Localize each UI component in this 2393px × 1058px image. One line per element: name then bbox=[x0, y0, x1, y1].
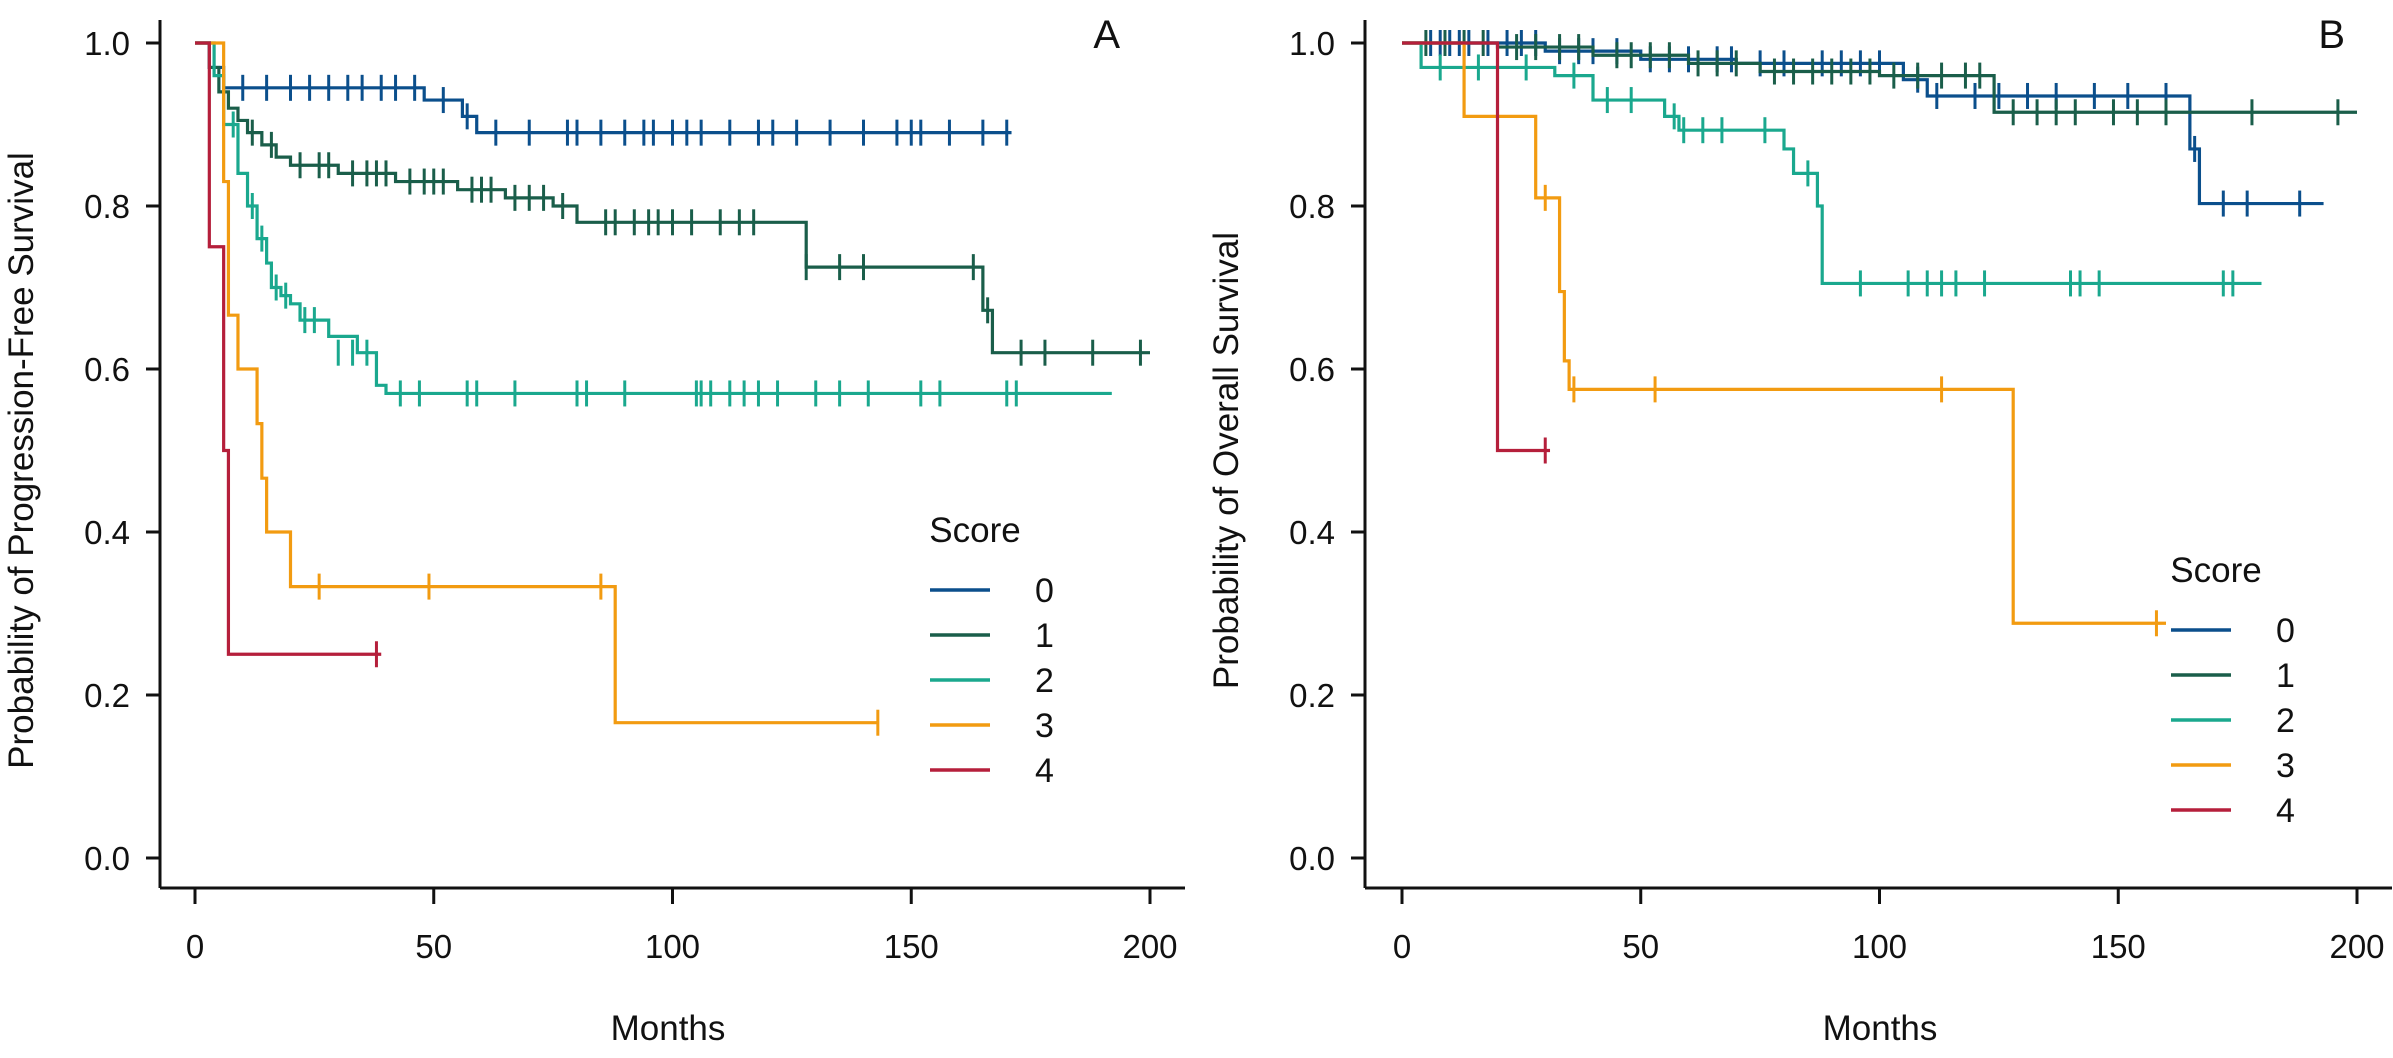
series-score-3 bbox=[195, 41, 880, 736]
x-tick-label: 0 bbox=[186, 928, 204, 965]
y-axis-title: Probability of Progression-Free Survival bbox=[2, 152, 41, 769]
y-tick-label: 0.2 bbox=[84, 677, 130, 714]
y-tick-label: 1.0 bbox=[84, 25, 130, 62]
y-tick-label: 0.6 bbox=[1289, 351, 1335, 388]
legend-label: 2 bbox=[2276, 702, 2295, 740]
survival-curve-score-0 bbox=[195, 41, 1012, 135]
series-score-2 bbox=[195, 41, 1112, 407]
y-tick-label: 0.8 bbox=[84, 188, 130, 225]
legend-label: 1 bbox=[2276, 657, 2295, 695]
panel-A: 0.0 0.2 0.4 0.6 0.8 1.0 0 50 100 150 200 Months Prob… bbox=[2, 13, 1185, 1048]
series-score-3 bbox=[1402, 41, 2166, 637]
legend-label: 0 bbox=[2276, 612, 2295, 650]
y-axis-title: Probability of Overall Survival bbox=[1207, 232, 1246, 689]
y-tick-label: 1.0 bbox=[1289, 25, 1335, 62]
y-tick-label: 0.8 bbox=[1289, 188, 1335, 225]
survival-curve-score-3 bbox=[1402, 41, 2166, 625]
series-score-1 bbox=[195, 41, 1150, 366]
x-tick-label: 100 bbox=[1852, 928, 1907, 965]
survival-curve-score-2 bbox=[1402, 41, 2262, 286]
series-score-4 bbox=[1402, 41, 1551, 464]
x-tick-label: 50 bbox=[415, 928, 452, 965]
panel-B: 0.0 0.2 0.4 0.6 0.8 1.0 0 50 100 150 200 Months Prob… bbox=[1207, 13, 2392, 1048]
x-tick-label: 150 bbox=[2091, 928, 2146, 965]
legend-label: 1 bbox=[1035, 617, 1054, 655]
series-score-1 bbox=[1402, 30, 2357, 126]
survival-curve-score-4 bbox=[195, 41, 382, 656]
y-tick-label: 0.6 bbox=[84, 351, 130, 388]
series-score-0 bbox=[1402, 30, 2324, 217]
y-tick-label: 0.4 bbox=[1289, 514, 1335, 551]
x-tick-label: 50 bbox=[1622, 928, 1659, 965]
x-axis-title: Months bbox=[611, 1009, 726, 1048]
survival-curve-score-1 bbox=[195, 41, 1150, 355]
legend-title: Score bbox=[2170, 551, 2261, 590]
series-score-0 bbox=[195, 41, 1012, 146]
x-tick-label: 200 bbox=[2329, 928, 2384, 965]
survival-curve-score-1 bbox=[1402, 41, 2357, 114]
y-tick-label: 0.0 bbox=[84, 840, 130, 877]
legend-label: 4 bbox=[2276, 792, 2295, 830]
y-tick-label: 0.0 bbox=[1289, 840, 1335, 877]
x-tick-label: 100 bbox=[645, 928, 700, 965]
legend-label: 3 bbox=[2276, 747, 2295, 785]
y-tick-label: 0.4 bbox=[84, 514, 130, 551]
legend-label: 2 bbox=[1035, 662, 1054, 700]
survival-curve-score-4 bbox=[1402, 41, 1551, 453]
survival-curve-score-3 bbox=[195, 41, 878, 725]
legend-label: 4 bbox=[1035, 752, 1054, 790]
legend-label: 3 bbox=[1035, 707, 1054, 745]
x-axis-title: Months bbox=[1823, 1009, 1938, 1048]
x-tick-label: 0 bbox=[1393, 928, 1411, 965]
panel-letter: B bbox=[2318, 13, 2345, 57]
legend: Score 0 1 2 3 4 bbox=[929, 511, 1054, 790]
legend: Score 0 1 2 3 4 bbox=[2170, 551, 2295, 830]
legend-title: Score bbox=[929, 511, 1020, 550]
survival-curve-score-2 bbox=[195, 41, 1112, 396]
panel-letter: A bbox=[1093, 13, 1120, 57]
x-tick-label: 150 bbox=[884, 928, 939, 965]
x-tick-label: 200 bbox=[1122, 928, 1177, 965]
legend-label: 0 bbox=[1035, 572, 1054, 610]
series-score-4 bbox=[195, 41, 382, 668]
y-tick-label: 0.2 bbox=[1289, 677, 1335, 714]
